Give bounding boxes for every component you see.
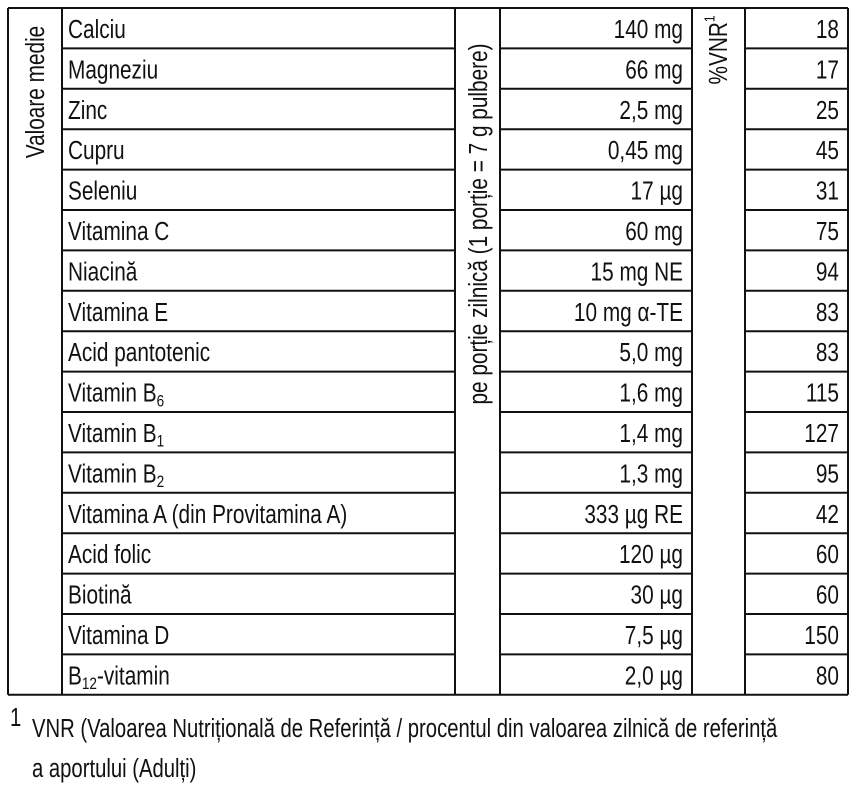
nutrient-text: Acid pantotenic	[68, 338, 210, 367]
nutrient-name: Vitamina A (din Provitamina A)	[68, 500, 347, 529]
footnote-marker: 1	[10, 703, 21, 732]
vnr-value: 95	[816, 459, 839, 488]
nutrient-text: Acid folic	[68, 540, 151, 569]
vnr-value: 83	[816, 298, 839, 327]
amount: 17 µg	[631, 176, 683, 205]
nutrient-subscript: 6	[157, 391, 165, 410]
amount: 1,6 mg	[619, 378, 683, 407]
vnr-value: 17	[816, 55, 839, 84]
nutrient-text: Niacină	[68, 257, 138, 286]
vnr-value: 127	[804, 419, 839, 448]
nutrient-name: Vitamina C	[68, 217, 169, 246]
amount: 5,0 mg	[619, 338, 683, 367]
vnr-value: 83	[816, 338, 839, 367]
amount: 7,5 µg	[625, 621, 683, 650]
nutrient-subscript: 2	[157, 472, 165, 491]
amount: 2,0 µg	[625, 661, 683, 690]
footnote-line: VNR (Valoarea Nutrițională de Referință …	[32, 714, 777, 743]
amount: 1,4 mg	[619, 419, 683, 448]
vnr-value: 150	[804, 621, 839, 650]
nutrient-name: Vitamina E	[68, 298, 168, 327]
nutrient-subscript: 12	[82, 674, 97, 693]
nutrient-name: Vitamina D	[68, 621, 169, 650]
nutrient-text: Zinc	[68, 96, 107, 125]
nutrient-text: Vitamina A (din Provitamina A)	[68, 500, 347, 529]
nutrient-name: Vitamin B6	[68, 378, 164, 410]
nutrient-name: Acid folic	[68, 540, 151, 569]
vnr-value: 94	[816, 257, 839, 286]
nutrient-name: Biotină	[68, 580, 132, 609]
amount: 0,45 mg	[608, 136, 683, 165]
nutrient-text: Magneziu	[68, 55, 158, 84]
nutrient-text: Vitamin B	[68, 419, 157, 448]
vnr-value: 42	[816, 500, 839, 529]
amount: 140 mg	[614, 15, 683, 44]
nutrient-name: Niacină	[68, 257, 138, 286]
nutrient-text: Vitamina D	[68, 621, 169, 650]
amount: 2,5 mg	[619, 96, 683, 125]
amount-header: pe porție zilnică (1 porție = 7 g pulber…	[464, 43, 493, 404]
amount: 30 µg	[631, 580, 683, 609]
nutrient-subscript: 1	[157, 432, 165, 451]
nutrient-name: Calciu	[68, 15, 126, 44]
vnr-value: 115	[806, 378, 839, 407]
nutrient-name: Magneziu	[68, 55, 158, 84]
nutrient-text: Calciu	[68, 15, 126, 44]
vnr-value: 18	[816, 15, 839, 44]
footnote-line: a aportului (Adulți)	[32, 754, 196, 783]
vnr-value: 60	[816, 580, 839, 609]
vnr-header: %VNR1	[701, 15, 733, 84]
vnr-value: 31	[816, 176, 839, 205]
amount: 15 mg NE	[591, 257, 683, 286]
nutrient-name: Seleniu	[68, 176, 137, 205]
amount: 66 mg	[625, 55, 683, 84]
vnr-value: 60	[816, 540, 839, 569]
nutrient-name: Zinc	[68, 96, 107, 125]
nutrient-text: Biotină	[68, 580, 132, 609]
nutrient-suffix: -vitamin	[97, 661, 170, 690]
vnr-value: 80	[816, 661, 839, 690]
nutrient-name: Vitamin B2	[68, 459, 164, 491]
nutrient-text: Vitamina E	[68, 298, 168, 327]
amount: 60 mg	[625, 217, 683, 246]
nutrient-text: B	[68, 661, 82, 690]
amount: 120 µg	[619, 540, 683, 569]
nutrient-name: Acid pantotenic	[68, 338, 210, 367]
row-header: Valoare medie	[21, 26, 50, 159]
footnote: 1 VNR (Valoarea Nutrițională de Referință…	[10, 703, 777, 783]
vnr-value: 25	[816, 96, 839, 125]
nutrient-name: Cupru	[68, 136, 125, 165]
amount: 10 mg α-TE	[574, 298, 683, 327]
vnr-header-text: %VNR	[704, 22, 733, 84]
nutrient-name: B12-vitamin	[68, 661, 170, 693]
amount: 333 µg RE	[584, 500, 683, 529]
nutrient-text: Cupru	[68, 136, 125, 165]
vnr-value: 45	[816, 136, 839, 165]
nutrient-text: Vitamin B	[68, 378, 157, 407]
nutrient-text: Vitamina C	[68, 217, 169, 246]
table-text: Calciu 140 mg 18 Magneziu 66 mg 17 Zinc 2,5 mg 2…	[68, 15, 839, 693]
nutrient-text: Seleniu	[68, 176, 137, 205]
amount: 1,3 mg	[619, 459, 683, 488]
nutrient-text: Vitamin B	[68, 459, 157, 488]
vnr-value: 75	[816, 217, 839, 246]
vnr-header-sup: 1	[701, 15, 718, 22]
nutrient-name: Vitamin B1	[68, 419, 164, 451]
